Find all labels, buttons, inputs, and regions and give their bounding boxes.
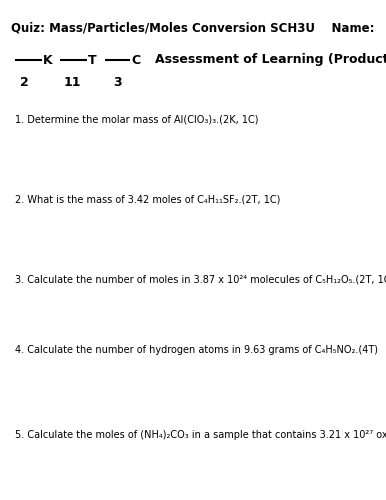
Text: K: K	[43, 54, 52, 66]
Text: 11: 11	[64, 76, 81, 89]
Text: 4. Calculate the number of hydrogen atoms in 9.63 grams of C₄H₅NO₂.(4T): 4. Calculate the number of hydrogen atom…	[15, 345, 378, 355]
Text: 3: 3	[113, 76, 122, 89]
Text: 3. Calculate the number of moles in 3.87 x 10²⁴ molecules of C₅H₁₂O₅.(2T, 1C): 3. Calculate the number of moles in 3.87…	[15, 275, 386, 285]
Text: C: C	[131, 54, 140, 66]
Text: 2: 2	[20, 76, 29, 89]
Text: 2. What is the mass of 3.42 moles of C₄H₁₁SF₂.(2T, 1C): 2. What is the mass of 3.42 moles of C₄H…	[15, 195, 280, 205]
Text: Quiz: Mass/Particles/Moles Conversion SCH3U    Name:: Quiz: Mass/Particles/Moles Conversion SC…	[11, 22, 375, 35]
Text: Assessment of Learning (Product): Assessment of Learning (Product)	[155, 54, 386, 66]
Text: 1. Determine the molar mass of Al(ClO₃)₃.(2K, 1C): 1. Determine the molar mass of Al(ClO₃)₃…	[15, 115, 259, 125]
Text: T: T	[88, 54, 96, 66]
Text: 5. Calculate the moles of (NH₄)₂CO₃ in a sample that contains 3.21 x 10²⁷ oxygen: 5. Calculate the moles of (NH₄)₂CO₃ in a…	[15, 430, 386, 440]
